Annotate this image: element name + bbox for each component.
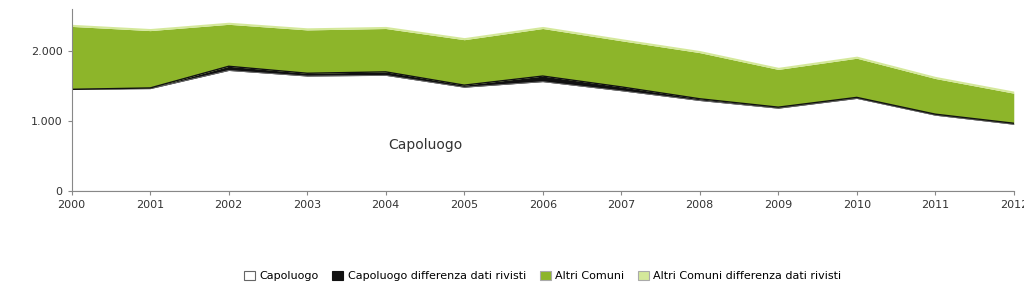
Text: Capoluogo: Capoluogo [388, 138, 462, 152]
Legend: Capoluogo, Capoluogo differenza dati rivisti, Altri Comuni, Altri Comuni differe: Capoluogo, Capoluogo differenza dati riv… [242, 269, 844, 284]
